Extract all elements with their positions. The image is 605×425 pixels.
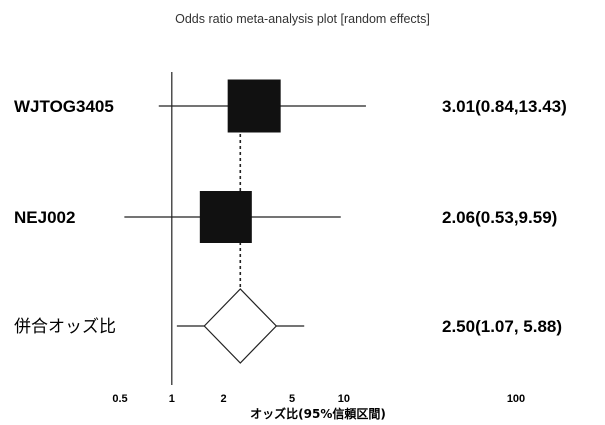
study-label: WJTOG3405: [14, 97, 114, 116]
pooled-label: 併合オッズ比: [14, 317, 116, 337]
x-tick-label: 100: [507, 393, 525, 405]
x-tick-label: 5: [289, 393, 295, 405]
study-marker: [199, 191, 252, 243]
study-ci-text: 3.01(0.84,13.43): [442, 97, 567, 116]
pooled-diamond: [203, 288, 278, 364]
chart-title: Odds ratio meta-analysis plot [random ef…: [175, 12, 430, 26]
study-marker: [227, 79, 281, 133]
study-ci-text: 2.06(0.53,9.59): [442, 208, 557, 227]
x-tick-label: 2: [221, 393, 227, 405]
x-tick-label: 10: [338, 393, 350, 405]
x-axis-title: オッズ比(95%信頼区間): [250, 406, 386, 421]
study-label: NEJ002: [14, 208, 75, 227]
x-tick-label: 1: [169, 393, 175, 405]
x-tick-label: 0.5: [112, 393, 127, 405]
pooled-ci-text: 2.50(1.07, 5.88): [442, 317, 562, 336]
